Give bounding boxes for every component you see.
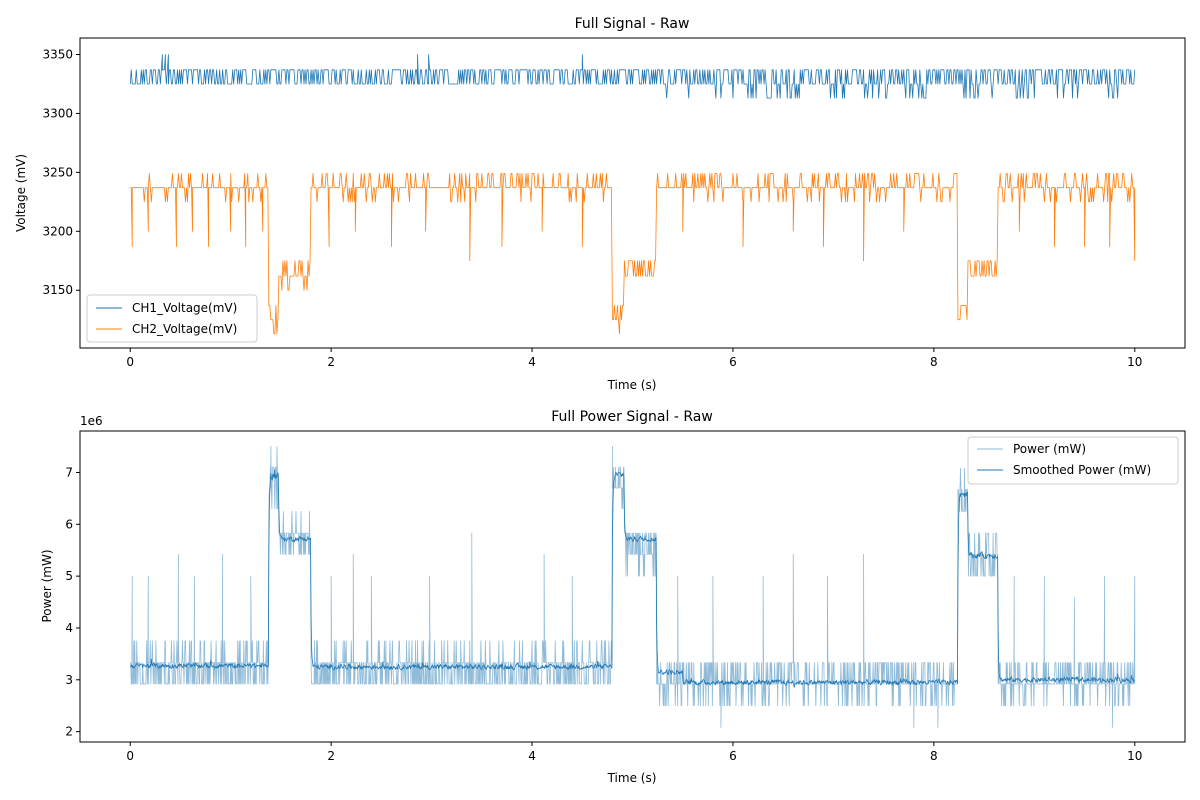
y-axis: 2 3 4 5 6 7	[65, 465, 80, 739]
y-axis-label: Voltage (mV)	[14, 154, 28, 232]
y-axis-label: Power (mW)	[40, 549, 54, 622]
x-tick-label: 8	[930, 749, 938, 763]
y-tick-label: 3350	[42, 48, 73, 62]
legend-label-ch1: CH1_Voltage(mV)	[132, 301, 237, 315]
y-tick-label: 3250	[42, 165, 73, 179]
legend-box	[967, 436, 1179, 485]
y-tick-label: 7	[65, 465, 73, 479]
y-tick-label: 4	[65, 621, 73, 635]
x-tick-label: 0	[126, 355, 134, 369]
series-group	[129, 54, 1136, 335]
x-tick-label: 8	[930, 355, 938, 369]
series-group	[129, 446, 1136, 728]
y-tick-label: 3300	[42, 106, 73, 120]
x-axis: 0 2 4 6 8 10	[126, 348, 1142, 369]
x-tick-label: 6	[729, 355, 737, 369]
chart-title: Full Signal - Raw	[575, 16, 690, 32]
y-tick-label: 6	[65, 517, 73, 531]
x-tick-label: 10	[1127, 355, 1142, 369]
x-axis-label: Time (s)	[607, 771, 657, 785]
series-line-2	[130, 173, 1136, 335]
chart-title: Full Power Signal - Raw	[551, 409, 713, 425]
series-line-2	[129, 469, 1135, 688]
x-tick-label: 2	[327, 355, 335, 369]
x-axis: 0 2 4 6 8 10	[126, 742, 1142, 763]
plot-frame	[79, 430, 1186, 743]
y-tick-label: 3	[65, 673, 73, 687]
x-tick-label: 4	[528, 749, 536, 763]
x-tick-label: 2	[327, 749, 335, 763]
legend-label-power: Power (mW)	[1013, 442, 1086, 456]
legend-box	[86, 294, 258, 343]
x-tick-label: 10	[1127, 749, 1142, 763]
y-offset-label: 1e6	[80, 414, 103, 428]
legend: CH1_Voltage(mV) CH2_Voltage(mV)	[86, 294, 258, 343]
plot-frame	[79, 37, 1186, 349]
y-tick-label: 5	[65, 569, 73, 583]
legend: Power (mW) Smoothed Power (mW)	[967, 436, 1179, 485]
legend-label-smoothed-power: Smoothed Power (mW)	[1013, 463, 1151, 477]
power-chart: Full Power Signal - Raw 1e6 0 2 4 6 8 10 2 3 4 5…	[40, 409, 1186, 785]
series-line-1	[130, 446, 1136, 728]
y-axis: 3150 3200 3250 3300 3350	[42, 48, 80, 297]
series-line-1	[129, 54, 1136, 99]
y-tick-label: 2	[65, 725, 73, 739]
voltage-chart: Full Signal - Raw 0 2 4 6 8 10 3150 3200 3250 33…	[14, 16, 1186, 392]
x-axis-label: Time (s)	[607, 378, 657, 392]
x-tick-label: 0	[126, 749, 134, 763]
x-tick-label: 4	[528, 355, 536, 369]
x-tick-label: 6	[729, 749, 737, 763]
legend-label-ch2: CH2_Voltage(mV)	[132, 322, 237, 336]
y-tick-label: 3150	[42, 283, 73, 297]
y-tick-label: 3200	[42, 224, 73, 238]
